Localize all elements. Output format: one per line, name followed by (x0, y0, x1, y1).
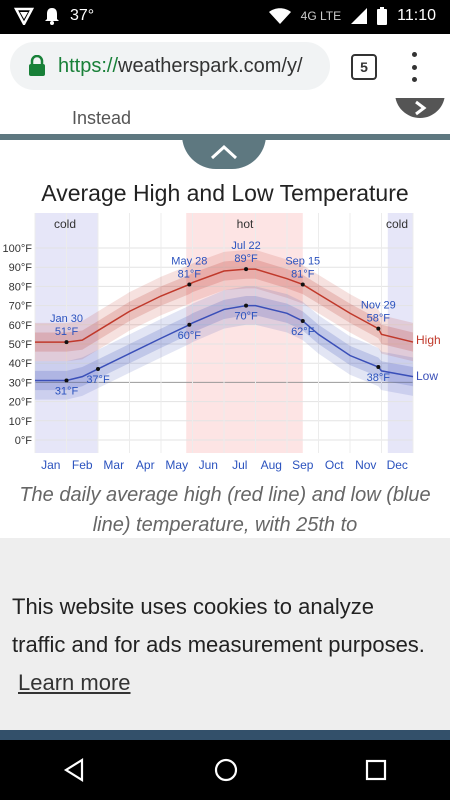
y-tick-label: 80°F (9, 281, 33, 293)
legend-low: Low (416, 369, 438, 383)
notification-bell-icon (45, 8, 59, 25)
data-point (187, 282, 192, 287)
cell-signal-icon (351, 8, 368, 24)
y-tick-label: 20°F (9, 397, 33, 409)
y-tick-label: 60°F (9, 320, 33, 332)
annotation-value: 62°F (291, 326, 315, 338)
x-tick-label: Feb (72, 458, 93, 472)
x-tick-label: Jan (41, 458, 60, 472)
cookie-banner: This website uses cookies to analyze tra… (0, 538, 450, 730)
annotation-value: 60°F (178, 330, 202, 342)
status-bar: 37° 4G LTE 11:10 (0, 0, 450, 34)
data-point (376, 365, 381, 370)
x-tick-label: Aug (261, 458, 282, 472)
annotation-value: 38°F (367, 372, 391, 384)
overflow-menu-icon[interactable] (406, 52, 422, 82)
chevron-up-icon (210, 144, 238, 160)
annotation-value: 37°F (86, 374, 110, 386)
status-temperature: 37° (70, 7, 95, 24)
annotation-date: Sep 15 (285, 255, 320, 267)
annotation-date: May 28 (171, 255, 207, 267)
season-band-cold (387, 213, 413, 453)
y-tick-label: 30°F (9, 377, 33, 389)
data-point (300, 318, 305, 323)
series-spread-outer (35, 249, 413, 362)
cookie-text: This website uses cookies to analyze tra… (12, 594, 425, 657)
lock-icon (29, 55, 45, 76)
annotation-value: 81°F (178, 268, 202, 280)
network-type: 4G LTE (300, 9, 342, 23)
annotation-value: 70°F (234, 311, 258, 323)
x-tick-label: Apr (136, 458, 155, 472)
x-tick-label: Sep (292, 458, 314, 472)
app-shield-icon (14, 7, 34, 25)
home-icon[interactable] (213, 757, 239, 783)
y-tick-label: 90°F (9, 262, 33, 274)
status-time: 11:10 (397, 7, 436, 24)
series-line-low (35, 304, 414, 382)
season-label-cold: cold (54, 217, 76, 231)
annotation-value: 58°F (367, 313, 391, 325)
footer-strip (0, 730, 450, 740)
data-point (300, 282, 305, 287)
x-tick-label: Jul (232, 458, 247, 472)
data-point (187, 322, 192, 327)
y-tick-label: 70°F (9, 301, 33, 313)
annotation-value: 31°F (55, 385, 79, 397)
data-point (244, 303, 249, 308)
series-line-high (35, 268, 414, 343)
chevron-right-icon (415, 100, 427, 116)
x-tick-label: Oct (325, 458, 344, 472)
x-tick-label: Mar (103, 458, 124, 472)
y-tick-label: 100°F (3, 243, 33, 255)
chart-caption: The daily average high (red line) and lo… (19, 484, 431, 536)
series-spread-outer (35, 286, 413, 400)
temperature-chart: 100°F 90°F 80°F 70°F 60°F 50°F 40°F 30°F 20°F 10°… (3, 213, 441, 472)
y-tick-label: 50°F (9, 339, 33, 351)
annotation-date: Jul 22 (231, 240, 260, 252)
collapse-tab-button[interactable] (182, 135, 266, 169)
season-label-hot: hot (237, 217, 254, 231)
back-icon[interactable] (62, 757, 88, 783)
y-tick-label: 0°F (15, 435, 33, 447)
x-tick-label: Dec (387, 458, 408, 472)
season-label-cold: cold (386, 217, 408, 231)
data-point (64, 340, 69, 345)
data-point (96, 366, 100, 371)
annotation-date: Jan 30 (50, 313, 83, 325)
y-tick-label: 10°F (9, 416, 33, 428)
url-path: weatherspark.com/y/ (118, 54, 303, 77)
address-bar[interactable]: https://weatherspark.com/y/ (10, 42, 330, 90)
data-point (244, 267, 249, 272)
series-spread-inner (35, 296, 413, 391)
url-scheme: https:// (58, 54, 119, 77)
data-point (64, 378, 69, 383)
y-tick-label: 40°F (9, 358, 33, 370)
browser-toolbar: https://weatherspark.com/y/ 5 (0, 34, 450, 99)
battery-icon (377, 7, 388, 25)
previous-section-text: Instead (72, 108, 132, 128)
system-nav-bar (0, 740, 450, 800)
x-tick-label: Nov (355, 458, 376, 472)
url-text[interactable]: https://weatherspark.com/y/ (58, 55, 303, 78)
data-point (376, 326, 381, 331)
annotation-value: 51°F (55, 326, 79, 338)
annotation-value: 89°F (234, 253, 258, 265)
tab-switcher-button[interactable]: 5 (351, 54, 377, 80)
legend-high: High (416, 333, 441, 347)
annotation-value: 81°F (291, 268, 315, 280)
x-tick-label: May (165, 458, 188, 472)
learn-more-link[interactable]: Learn more (18, 670, 131, 695)
x-tick-label: Jun (199, 458, 218, 472)
season-band-hot (186, 213, 303, 453)
previous-section: Instead (0, 98, 450, 138)
wifi-icon (268, 8, 291, 24)
next-arrow-button[interactable] (395, 98, 445, 118)
cookie-message: This website uses cookies to analyze tra… (12, 588, 432, 702)
chart-title: Average High and Low Temperature (41, 180, 409, 206)
recents-icon[interactable] (364, 758, 388, 782)
annotation-date: Nov 29 (361, 300, 396, 312)
